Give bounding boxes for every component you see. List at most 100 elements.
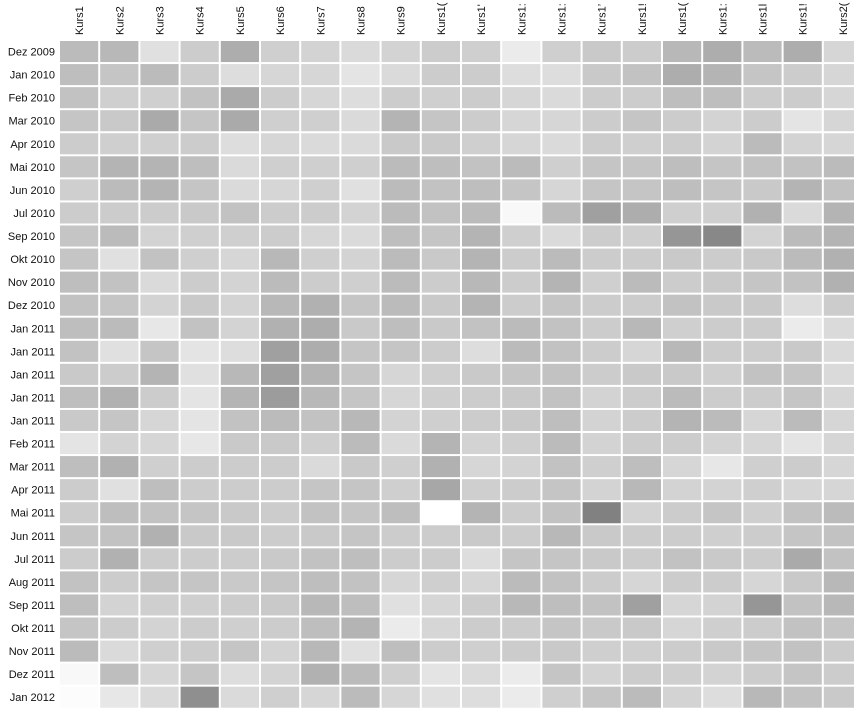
heatmap-cell xyxy=(663,479,702,501)
heatmap-cell xyxy=(663,179,702,201)
heatmap-cell xyxy=(582,133,621,155)
heatmap-cell xyxy=(783,202,822,224)
heatmap-cell xyxy=(663,640,702,662)
heatmap-cell xyxy=(180,456,219,478)
heatmap-cell xyxy=(783,409,822,432)
y-tick-label: Feb 2011 xyxy=(9,439,55,451)
heatmap-cell xyxy=(261,202,300,224)
heatmap-cell xyxy=(582,617,621,639)
heatmap-cell xyxy=(421,317,460,339)
heatmap-cell xyxy=(60,248,99,270)
heatmap-cell xyxy=(703,433,742,455)
heatmap-cell xyxy=(100,456,139,478)
heatmap-cell xyxy=(743,433,782,455)
heatmap-cell xyxy=(381,433,420,455)
heatmap-cell xyxy=(381,41,420,63)
heatmap-cell xyxy=(381,179,420,201)
heatmap-cell xyxy=(663,248,702,270)
heatmap-cell xyxy=(180,156,219,178)
heatmap-cell xyxy=(703,64,742,86)
heatmap-cell xyxy=(703,409,742,432)
heatmap-cell xyxy=(783,456,822,478)
heatmap-cell xyxy=(502,479,541,501)
heatmap-cell xyxy=(703,663,742,685)
heatmap-cell xyxy=(823,294,854,316)
heatmap-cell xyxy=(140,525,179,547)
heatmap-cell xyxy=(381,640,420,662)
heatmap-cell xyxy=(582,271,621,293)
heatmap-cell xyxy=(381,202,420,224)
heatmap-cell xyxy=(703,179,742,201)
heatmap-cell xyxy=(381,525,420,547)
heatmap-cell xyxy=(341,594,380,616)
heatmap-cell xyxy=(622,202,661,224)
heatmap-cell xyxy=(180,548,219,570)
heatmap-cell xyxy=(341,202,380,224)
heatmap-cell xyxy=(783,156,822,178)
heatmap-cell xyxy=(823,133,854,155)
heatmap-cell xyxy=(220,363,259,385)
heatmap-cell xyxy=(743,271,782,293)
heatmap-cell xyxy=(341,571,380,593)
heatmap-cell xyxy=(180,317,219,339)
heatmap-cell xyxy=(783,248,822,270)
heatmap-cell xyxy=(462,202,501,224)
y-tick-label: Mar 2011 xyxy=(9,462,55,474)
heatmap-cell xyxy=(502,363,541,385)
heatmap-cell xyxy=(783,87,822,109)
heatmap-cell xyxy=(823,317,854,339)
heatmap-cell xyxy=(421,502,460,524)
heatmap-cell xyxy=(421,663,460,685)
heatmap-cell xyxy=(60,456,99,478)
heatmap-cell xyxy=(783,340,822,362)
heatmap-cell xyxy=(60,133,99,155)
heatmap-cell xyxy=(301,594,340,616)
heatmap-cell xyxy=(341,456,380,478)
heatmap-cell xyxy=(703,294,742,316)
heatmap-cell xyxy=(301,179,340,201)
heatmap-cell xyxy=(462,479,501,501)
heatmap-cell xyxy=(663,617,702,639)
heatmap-cell xyxy=(743,64,782,86)
heatmap-cell xyxy=(180,133,219,155)
heatmap-cell xyxy=(180,87,219,109)
heatmap-cell xyxy=(381,87,420,109)
heatmap-cell xyxy=(421,571,460,593)
heatmap-cell xyxy=(220,87,259,109)
heatmap-cell xyxy=(743,317,782,339)
heatmap-cell xyxy=(341,617,380,639)
heatmap-cell xyxy=(663,663,702,685)
heatmap-cell xyxy=(542,87,581,109)
heatmap-cell xyxy=(341,179,380,201)
heatmap-cell xyxy=(381,594,420,616)
heatmap-cell xyxy=(421,594,460,616)
heatmap-cell xyxy=(140,340,179,362)
heatmap-cell xyxy=(341,64,380,86)
heatmap-cell xyxy=(381,571,420,593)
y-tick-label: Okt 2011 xyxy=(11,623,55,635)
heatmap-cell xyxy=(421,340,460,362)
y-tick-label: Apr 2011 xyxy=(11,485,55,497)
y-tick-label: Jan 2011 xyxy=(11,346,55,358)
heatmap-cell xyxy=(100,479,139,501)
y-tick-label: Jun 2010 xyxy=(10,185,55,197)
heatmap-cell xyxy=(301,386,340,408)
heatmap-cell xyxy=(663,571,702,593)
heatmap-cell xyxy=(301,64,340,86)
heatmap-cell xyxy=(542,571,581,593)
heatmap-cell xyxy=(743,548,782,570)
heatmap-cell xyxy=(462,225,501,247)
heatmap-cell xyxy=(261,640,300,662)
heatmap-cell xyxy=(301,548,340,570)
heatmap-cell xyxy=(381,502,420,524)
heatmap-cell xyxy=(261,156,300,178)
heatmap-cell xyxy=(421,525,460,547)
heatmap-cell xyxy=(341,525,380,547)
heatmap-cell xyxy=(823,686,854,708)
heatmap-cell xyxy=(100,317,139,339)
heatmap-cell xyxy=(261,479,300,501)
heatmap-cell xyxy=(421,456,460,478)
heatmap-cell xyxy=(381,271,420,293)
y-tick-label: Mai 2011 xyxy=(11,508,55,520)
heatmap-cell xyxy=(421,409,460,432)
